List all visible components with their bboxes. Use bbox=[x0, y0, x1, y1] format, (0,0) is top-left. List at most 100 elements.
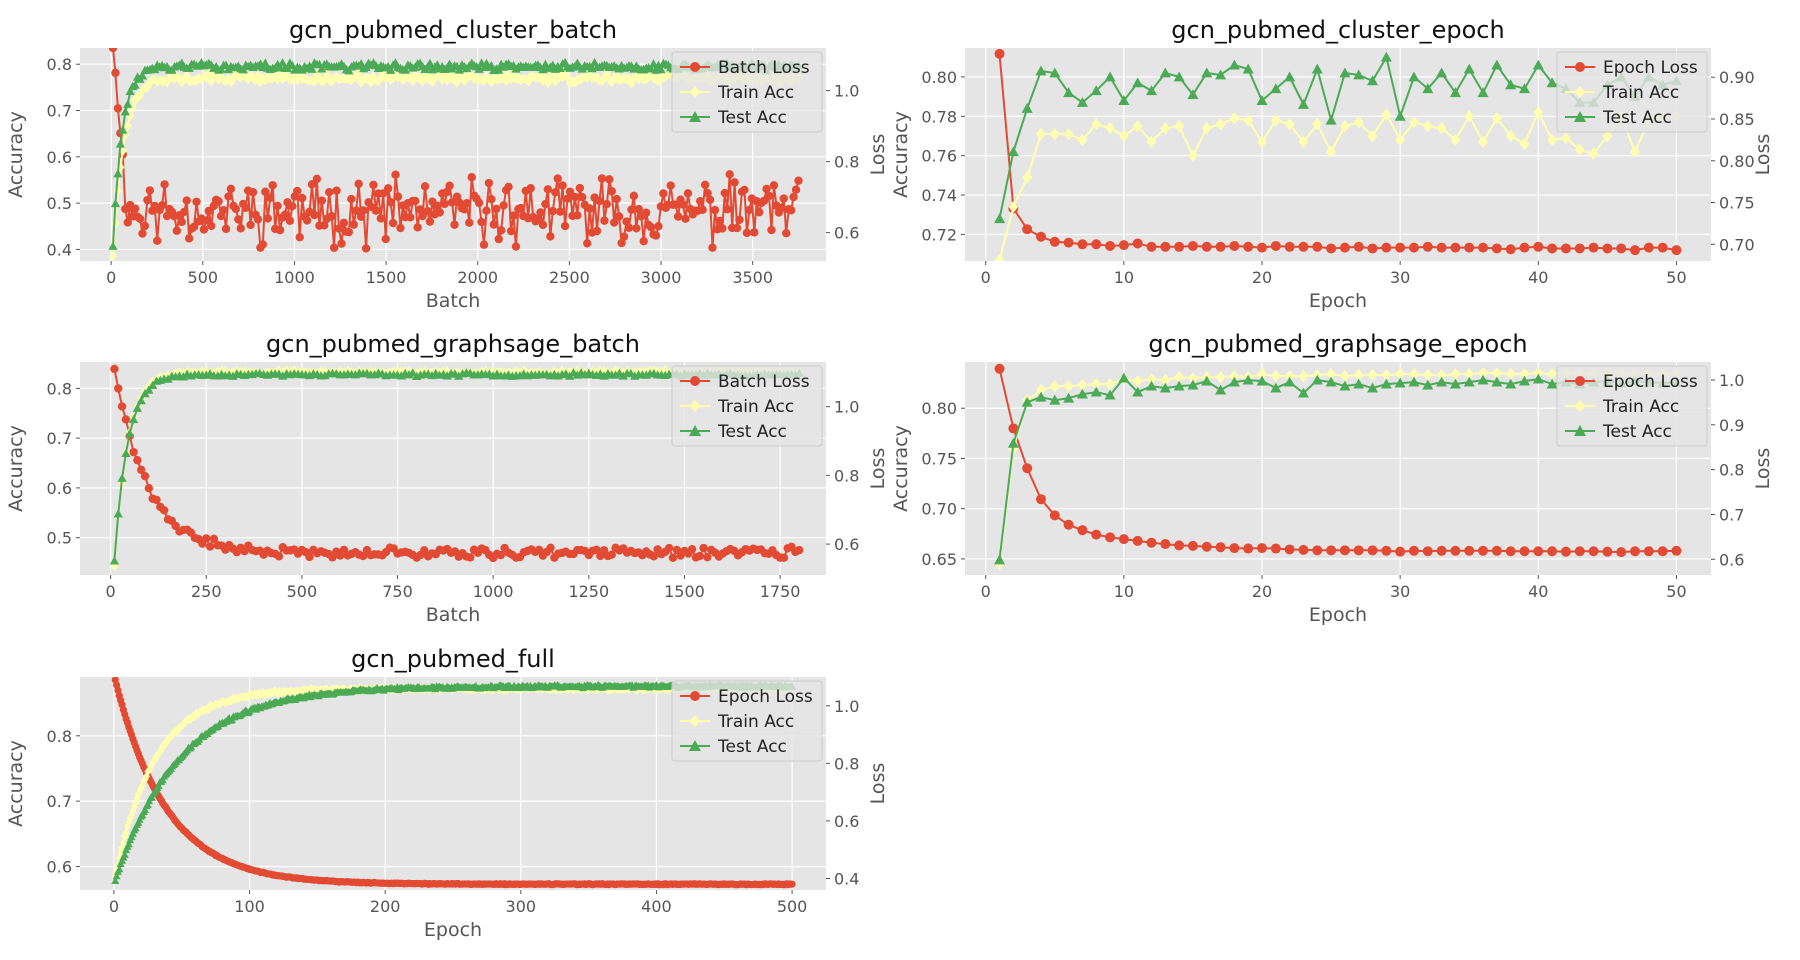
x-tick-label: 500 bbox=[188, 268, 219, 287]
x-tick-label: 500 bbox=[287, 582, 318, 601]
data-point bbox=[192, 197, 201, 206]
data-point bbox=[1491, 376, 1503, 387]
x-tick-label: 400 bbox=[641, 897, 672, 916]
data-point bbox=[184, 63, 194, 73]
data-point bbox=[138, 781, 146, 791]
data-point bbox=[502, 75, 511, 86]
data-point bbox=[1021, 396, 1033, 407]
legend-entry: Batch Loss bbox=[680, 372, 810, 392]
data-point bbox=[1174, 540, 1185, 551]
data-point bbox=[1519, 242, 1530, 253]
data-point bbox=[177, 217, 186, 227]
x-tick-label: 1000 bbox=[274, 268, 315, 287]
data-point bbox=[214, 197, 223, 206]
data-point bbox=[278, 371, 288, 380]
data-point bbox=[1436, 67, 1448, 78]
y-tick-label-right: 0.9 bbox=[1719, 416, 1744, 435]
data-point bbox=[514, 73, 523, 84]
data-point bbox=[329, 243, 339, 252]
data-point bbox=[1339, 380, 1351, 391]
y-axis-label-left: Accuracy bbox=[5, 111, 27, 198]
data-point bbox=[1505, 378, 1517, 389]
data-point bbox=[144, 484, 154, 493]
data-point bbox=[1395, 368, 1405, 381]
data-point bbox=[1436, 122, 1447, 135]
data-point bbox=[1146, 380, 1157, 391]
data-point bbox=[226, 77, 235, 88]
chart-panel-2: 0 10 20 30 40 50 0.72 0.74 0.76 0.78 0.80 0.70 0.75 0… bbox=[890, 16, 1774, 312]
data-point bbox=[466, 553, 475, 562]
data-point bbox=[150, 64, 160, 74]
legend-entry: Batch Loss bbox=[680, 58, 810, 78]
data-point bbox=[1077, 239, 1088, 250]
y-axis-label-right: Loss bbox=[1752, 448, 1774, 490]
data-point bbox=[1353, 369, 1364, 382]
data-point bbox=[595, 196, 604, 206]
data-point bbox=[507, 74, 516, 85]
data-point bbox=[548, 206, 558, 216]
data-point bbox=[467, 172, 476, 182]
data-point bbox=[1311, 63, 1323, 74]
data-point bbox=[627, 78, 636, 89]
data-point bbox=[1132, 120, 1143, 133]
data-point bbox=[411, 196, 420, 206]
data-point bbox=[1173, 71, 1185, 82]
data-point bbox=[563, 194, 572, 203]
data-point bbox=[137, 71, 148, 80]
legend-box bbox=[671, 51, 823, 133]
data-point bbox=[509, 69, 518, 81]
legend-marker bbox=[690, 691, 700, 701]
data-point bbox=[258, 240, 268, 249]
data-point bbox=[435, 68, 444, 80]
data-point bbox=[541, 71, 550, 82]
data-point bbox=[248, 188, 258, 197]
data-point bbox=[1325, 376, 1337, 387]
data-point bbox=[1546, 77, 1558, 88]
data-point bbox=[612, 194, 621, 204]
data-point bbox=[1049, 128, 1060, 141]
data-point bbox=[109, 556, 120, 565]
data-point bbox=[1201, 375, 1213, 386]
data-point bbox=[327, 76, 336, 87]
data-point bbox=[536, 208, 545, 217]
data-point bbox=[1256, 375, 1268, 386]
data-point bbox=[1449, 378, 1461, 389]
data-point bbox=[1312, 118, 1323, 131]
data-point bbox=[1464, 242, 1475, 253]
legend-entry: Train Acc bbox=[1565, 397, 1679, 417]
x-tick-label: 1500 bbox=[664, 582, 705, 601]
data-point bbox=[1353, 241, 1364, 252]
data-point bbox=[445, 181, 454, 190]
data-point bbox=[681, 214, 690, 223]
data-point bbox=[492, 204, 501, 214]
y-axis-label-left: Accuracy bbox=[5, 425, 27, 512]
data-point bbox=[130, 80, 140, 89]
data-point bbox=[786, 206, 796, 215]
data-point bbox=[1630, 546, 1641, 557]
y-tick-label-left: 0.6 bbox=[47, 148, 72, 167]
x-tick-label: 1000 bbox=[473, 582, 514, 601]
data-point bbox=[1215, 241, 1226, 252]
data-point bbox=[506, 226, 516, 236]
data-point bbox=[1063, 519, 1074, 530]
data-point bbox=[111, 68, 120, 78]
legend: Epoch Loss Train Acc Test Acc bbox=[671, 680, 823, 762]
data-point bbox=[425, 71, 434, 82]
data-point bbox=[159, 506, 169, 515]
data-point bbox=[1021, 102, 1033, 113]
legend-marker bbox=[1575, 376, 1585, 386]
data-point bbox=[487, 195, 496, 204]
data-point bbox=[438, 74, 447, 85]
data-point bbox=[482, 71, 491, 82]
data-point bbox=[128, 414, 139, 424]
data-point bbox=[1339, 242, 1350, 253]
data-point bbox=[1311, 374, 1323, 385]
data-point bbox=[450, 70, 459, 81]
data-point bbox=[393, 192, 403, 201]
data-point bbox=[204, 68, 213, 79]
legend-marker bbox=[690, 400, 700, 412]
data-point bbox=[430, 73, 439, 84]
data-point bbox=[1422, 379, 1434, 390]
data-point bbox=[651, 231, 661, 240]
